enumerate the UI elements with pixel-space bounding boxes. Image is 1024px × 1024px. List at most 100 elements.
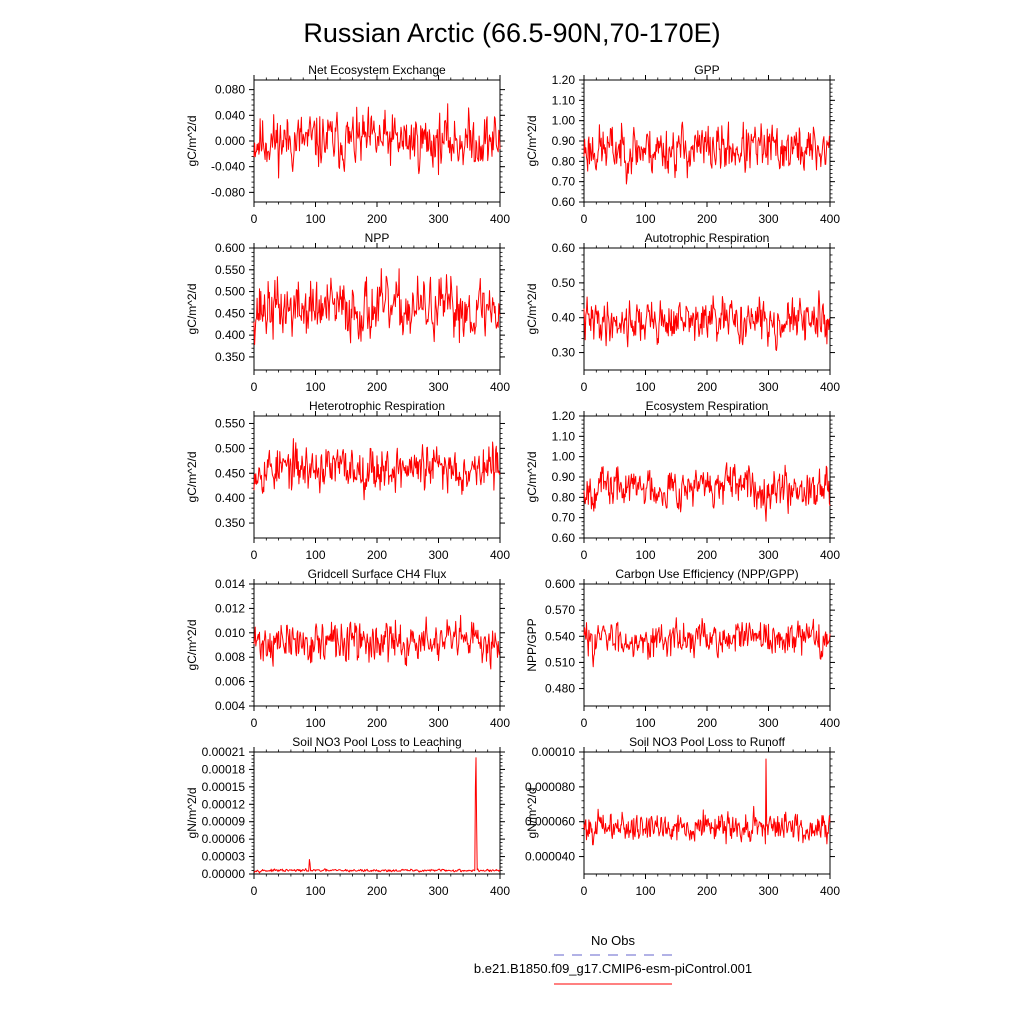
panel-title-soil-no3-pool-loss-to-runoff: Soil NO3 Pool Loss to Runoff (629, 735, 786, 749)
xtick-label: 100 (635, 884, 655, 898)
panel-title-carbon-use-efficiency-npp-gpp: Carbon Use Efficiency (NPP/GPP) (615, 567, 798, 581)
xtick-label: 0 (581, 212, 588, 226)
xtick-label: 300 (758, 380, 778, 394)
ytick-label: 0.400 (215, 491, 245, 505)
xtick-label: 400 (490, 548, 510, 562)
ytick-label: 0.550 (215, 416, 245, 430)
series-line-heterotrophic-respiration (253, 438, 501, 501)
ytick-label: 0.90 (552, 470, 576, 484)
ytick-label: 0.080 (215, 83, 245, 97)
series-line-soil-no3-pool-loss-to-leaching (253, 757, 501, 874)
xtick-label: 100 (635, 212, 655, 226)
ytick-label: 0.50 (552, 276, 576, 290)
ytick-label: 0.600 (215, 241, 245, 255)
xtick-label: 400 (820, 716, 840, 730)
ytick-label: 1.00 (552, 114, 576, 128)
panel-ylabel-npp: gC/m^2/d (185, 284, 199, 335)
panel-ylabel-autotrophic-respiration: gC/m^2/d (525, 284, 539, 335)
ytick-label: 0.000080 (525, 780, 575, 794)
ytick-label: 0.550 (215, 263, 245, 277)
ytick-label: 0.450 (215, 466, 245, 480)
xtick-label: 300 (428, 716, 448, 730)
xtick-label: 100 (305, 716, 325, 730)
ytick-label: 0.040 (215, 108, 245, 122)
xtick-label: 200 (367, 548, 387, 562)
series-line-autotrophic-respiration (583, 290, 831, 351)
panel-title-gridcell-surface-ch4-flux: Gridcell Surface CH4 Flux (308, 567, 447, 581)
ytick-label: 0.30 (552, 346, 576, 360)
ytick-label: 0.510 (545, 655, 575, 669)
ytick-label: 0.80 (552, 490, 576, 504)
ytick-label: 0.00003 (202, 850, 246, 864)
xtick-label: 100 (305, 884, 325, 898)
legend-label-no-obs: No Obs (591, 933, 636, 948)
xtick-label: 200 (697, 380, 717, 394)
ytick-label: 1.10 (552, 429, 576, 443)
xtick-label: 0 (251, 716, 258, 730)
panel-soil-no3-pool-loss-to-runoff: Soil NO3 Pool Loss to RunoffgN/m^2/d0.00… (525, 735, 840, 898)
xtick-label: 200 (367, 884, 387, 898)
xtick-label: 300 (758, 212, 778, 226)
panel-autotrophic-respiration: Autotrophic Respiration gC/m^2/d 0.30 0.40 0… (525, 231, 840, 394)
xtick-label: 200 (697, 716, 717, 730)
figure-title: Russian Arctic (66.5-90N,70-170E) (303, 18, 720, 48)
panel-title-autotrophic-respiration: Autotrophic Respiration (645, 231, 770, 245)
ytick-label: 0.500 (215, 285, 245, 299)
xtick-label: 100 (305, 548, 325, 562)
panel-ecosystem-respiration: Ecosystem Respiration gC/m^2/d 0.60 0.70 0.8… (525, 399, 840, 562)
panel-title-net-ecosystem-exchange: Net Ecosystem Exchange (308, 63, 446, 77)
ytick-label: 0.80 (552, 154, 576, 168)
ytick-label: 1.20 (552, 409, 576, 423)
ytick-label: 0.00010 (532, 745, 576, 759)
ytick-label: -0.080 (211, 185, 245, 199)
ytick-label: 0.00018 (202, 762, 246, 776)
xtick-label: 400 (490, 212, 510, 226)
ytick-label: 0.00006 (202, 832, 246, 846)
panel-frame-soil-no3-pool-loss-to-runoff (583, 751, 831, 875)
xtick-label: 300 (758, 884, 778, 898)
xtick-label: 100 (635, 380, 655, 394)
ytick-label: 0.600 (545, 577, 575, 591)
ytick-label: 0.350 (215, 350, 245, 364)
panel-ylabel-ecosystem-respiration: gC/m^2/d (525, 452, 539, 503)
xtick-label: 0 (581, 884, 588, 898)
xtick-label: 100 (635, 548, 655, 562)
ytick-label: 0.60 (552, 531, 576, 545)
xtick-label: 200 (697, 212, 717, 226)
ytick-label: 1.10 (552, 93, 576, 107)
panel-title-ecosystem-respiration: Ecosystem Respiration (646, 399, 769, 413)
xtick-label: 400 (820, 380, 840, 394)
xtick-label: 400 (490, 380, 510, 394)
ytick-label: 0.540 (545, 629, 575, 643)
ytick-label: 0.60 (552, 195, 576, 209)
panel-ylabel-heterotrophic-respiration: gC/m^2/d (185, 452, 199, 503)
panel-ylabel-carbon-use-efficiency-npp-gpp: NPP/GPP (525, 618, 539, 671)
xtick-label: 400 (820, 548, 840, 562)
xtick-label: 200 (367, 716, 387, 730)
panel-carbon-use-efficiency-npp-gpp: Carbon Use Efficiency (NPP/GPP) NPP/GPP 0.… (525, 567, 840, 730)
panel-ylabel-gpp: gC/m^2/d (525, 116, 539, 167)
ytick-label: 0.60 (552, 241, 576, 255)
xtick-label: 200 (367, 380, 387, 394)
panel-title-npp: NPP (365, 231, 390, 245)
xtick-label: 300 (428, 548, 448, 562)
panel-gpp: GPP gC/m^2/d 0.60 0.70 0.80 0.90 1.00 1.10 1.20 0… (525, 63, 840, 226)
ytick-label: 0.00012 (202, 797, 246, 811)
series-line-gpp (583, 121, 831, 185)
panel-ylabel-soil-no3-pool-loss-to-runoff: gN/m^2/d (525, 788, 539, 839)
xtick-label: 400 (820, 212, 840, 226)
ytick-label: 0.480 (545, 682, 575, 696)
xtick-label: 300 (758, 548, 778, 562)
xtick-label: 0 (251, 884, 258, 898)
xtick-label: 300 (758, 716, 778, 730)
panel-title-gpp: GPP (694, 63, 719, 77)
panel-npp: NPP gC/m^2/d 0.350 0.400 0.450 0.500 0.550 0.60… (185, 231, 510, 394)
panel-ylabel-net-ecosystem-exchange: gC/m^2/d (185, 116, 199, 167)
xtick-label: 200 (367, 212, 387, 226)
xtick-label: 0 (251, 212, 258, 226)
ytick-label: 0.500 (215, 441, 245, 455)
xtick-label: 0 (581, 548, 588, 562)
ytick-label: 0.008 (215, 650, 245, 664)
ytick-label: -0.040 (211, 160, 245, 174)
ytick-label: 0.70 (552, 511, 576, 525)
